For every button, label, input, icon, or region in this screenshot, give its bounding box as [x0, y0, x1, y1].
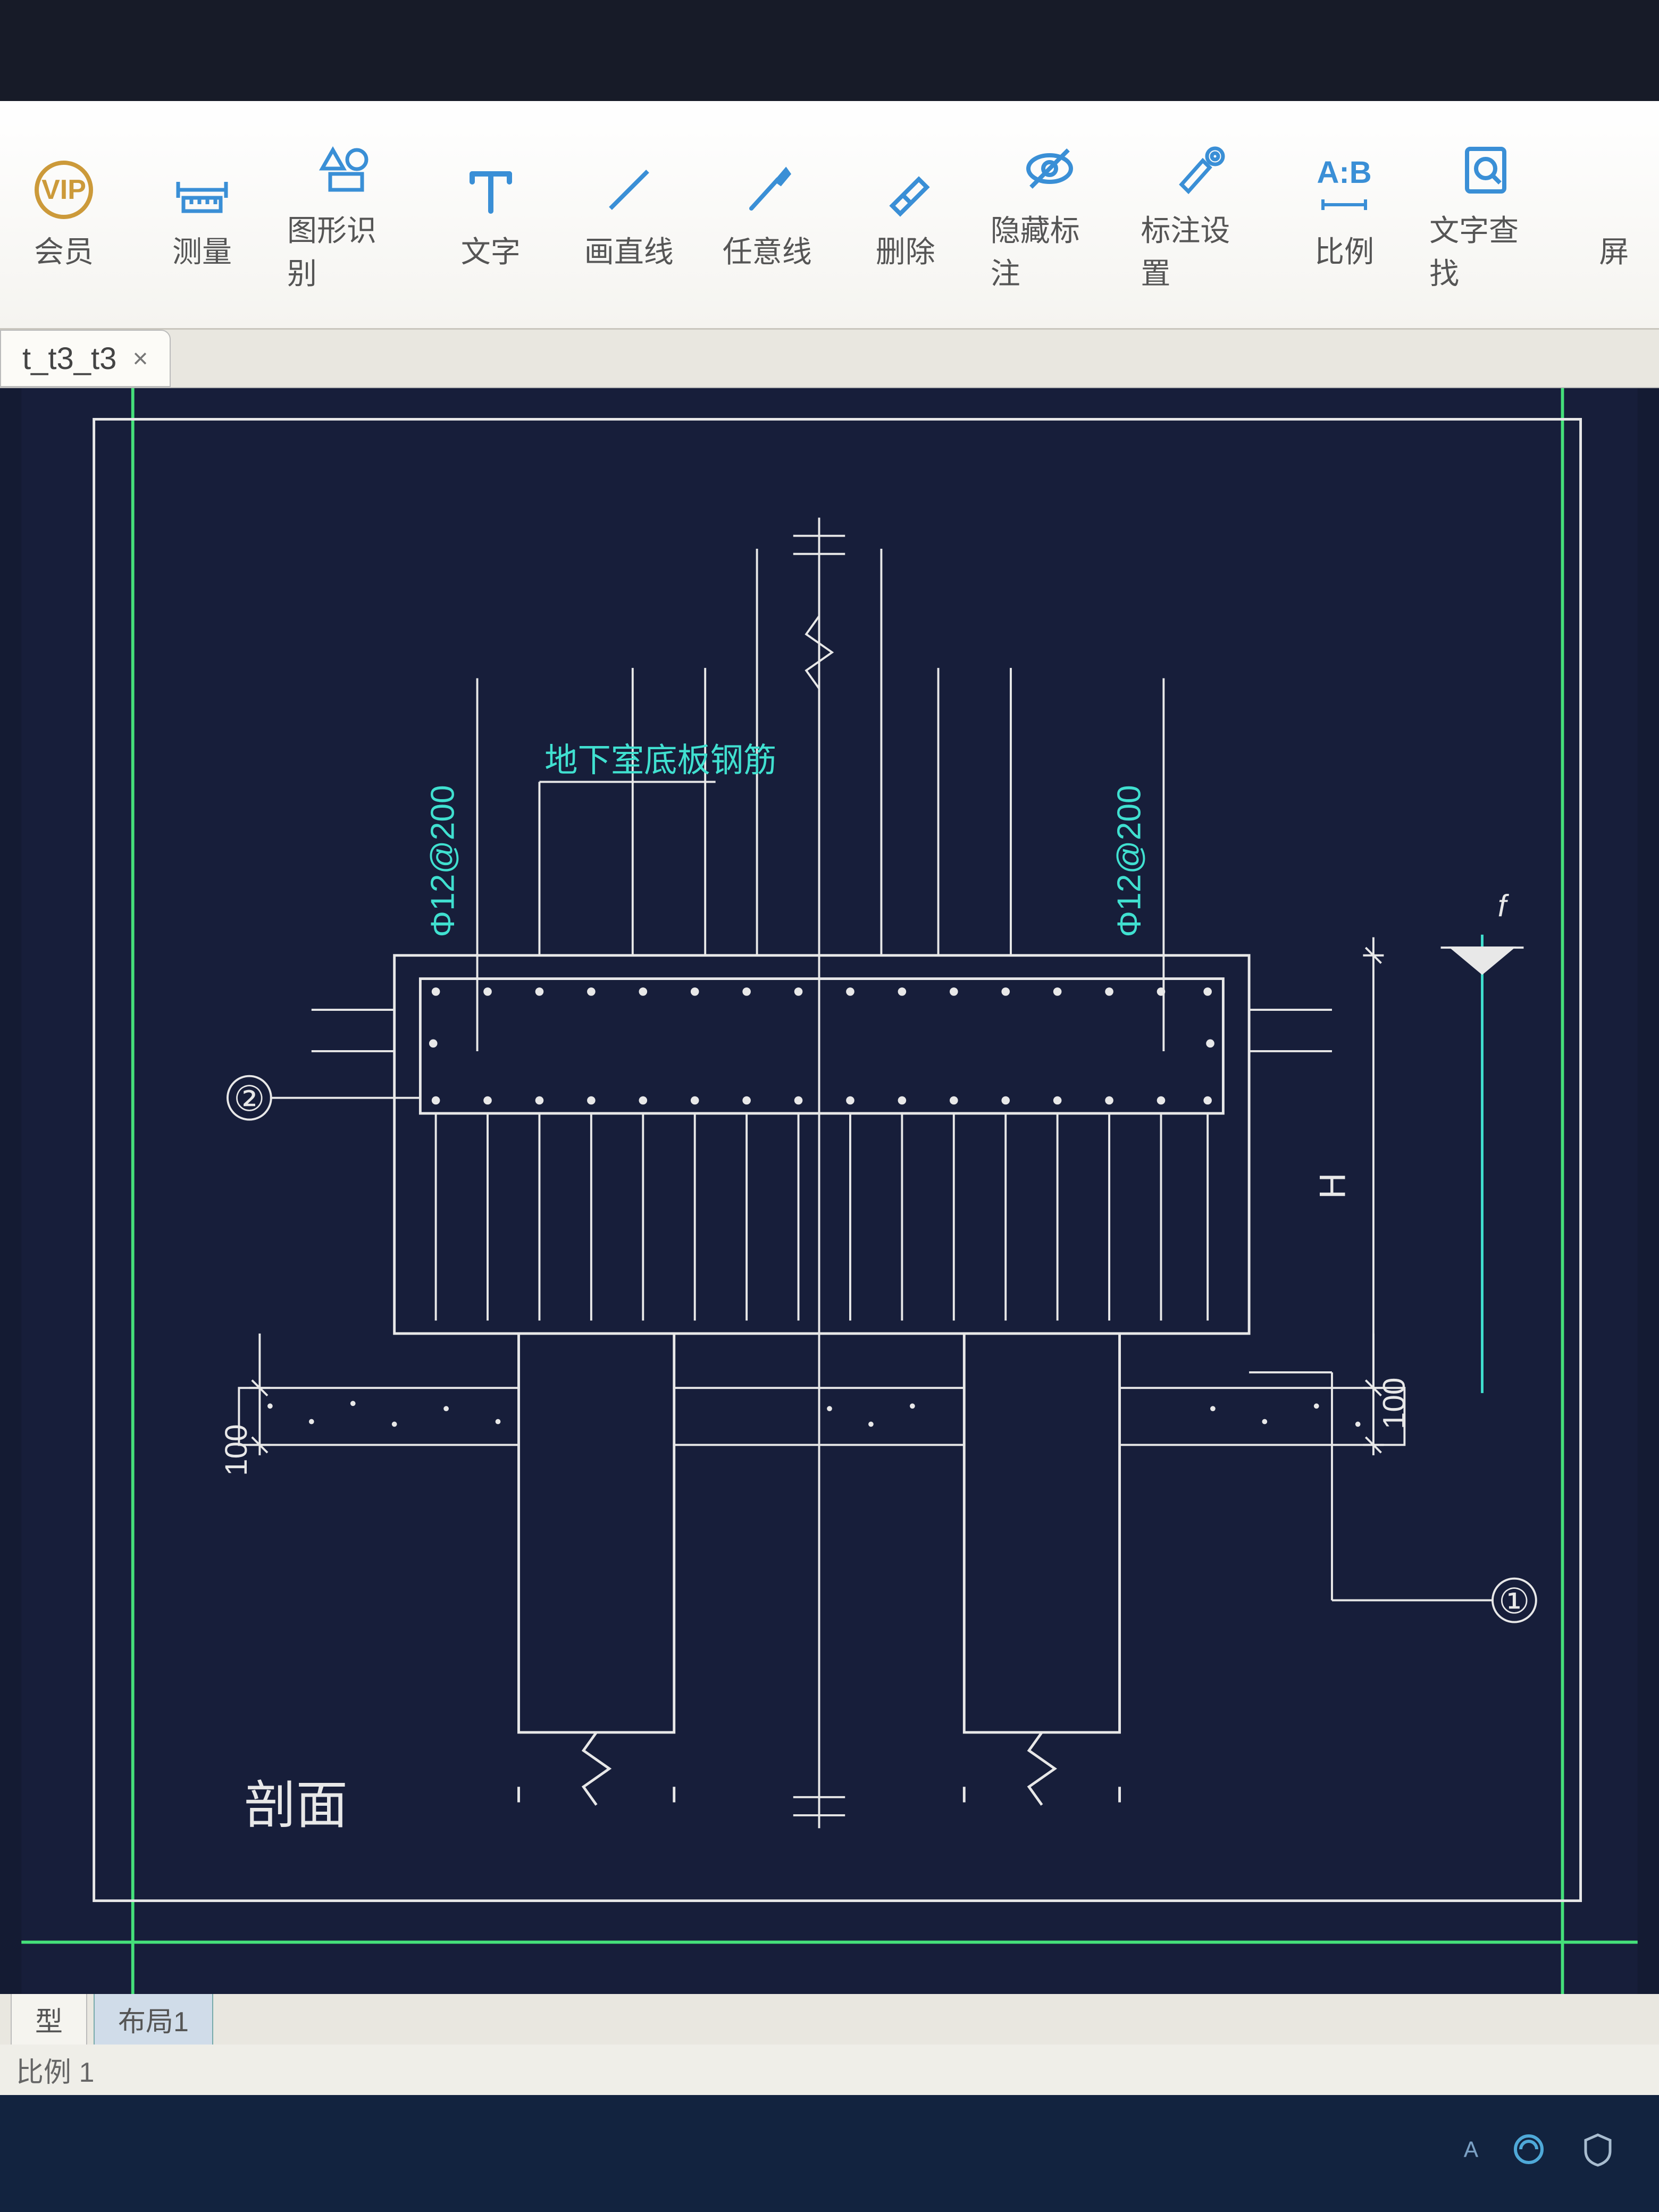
os-taskbar: ᴬ — [0, 2095, 1659, 2212]
measure-button[interactable]: 测量 — [149, 101, 255, 328]
cad-drawing: ② — [0, 388, 1659, 1994]
file-tab[interactable]: t_t3_t3 × — [0, 330, 171, 387]
section-title: 剖面 — [244, 1778, 348, 1835]
dim-H: H — [1312, 1173, 1353, 1199]
annot-settings-button[interactable]: 标注设置 — [1141, 101, 1259, 328]
vip-icon: VIP — [29, 158, 98, 222]
dim-100-left: 100 — [219, 1424, 254, 1476]
marker-2: ② — [233, 1079, 265, 1119]
accessibility-icon[interactable]: ᴬ — [1464, 2135, 1478, 2172]
layout-tab-model[interactable]: 型 — [11, 1993, 87, 2046]
screen-icon — [1579, 158, 1648, 222]
eraser-icon — [871, 158, 940, 222]
screen-label: 屏 — [1599, 228, 1629, 271]
hideannot-label: 隐藏标注 — [991, 207, 1109, 293]
app-root: VIP 会员 测量 图形识别 文字 画直线 — [0, 0, 1659, 2212]
pen-gear-icon — [1166, 137, 1235, 200]
brush-icon — [733, 158, 802, 222]
ratio-button[interactable]: A:B 比例 — [1291, 101, 1397, 328]
file-tab-label: t_t3_t3 — [22, 341, 116, 376]
delete-label: 删除 — [876, 228, 935, 271]
line-label: 画直线 — [584, 228, 674, 271]
basement-slab-rebar-note: 地下室底板钢筋 — [544, 742, 776, 779]
slash-icon — [594, 158, 664, 222]
layout-tab-label: 布局1 — [118, 2007, 189, 2038]
rebar-label-right: Φ12@200 — [1111, 785, 1148, 937]
shield-icon[interactable] — [1579, 2131, 1616, 2176]
find-icon — [1454, 137, 1523, 200]
annotset-label: 标注设置 — [1141, 207, 1259, 293]
cad-canvas[interactable]: ② — [0, 388, 1659, 1994]
vip-label: 会员 — [34, 228, 94, 271]
measure-label: 测量 — [172, 228, 232, 271]
draw-line-button[interactable]: 画直线 — [576, 101, 682, 328]
file-tabstrip: t_t3_t3 × — [0, 330, 1659, 388]
ruler-icon — [167, 158, 237, 222]
hide-annot-button[interactable]: 隐藏标注 — [991, 101, 1109, 328]
layout-tab-label: 型 — [35, 2007, 63, 2038]
marker-1: ① — [1498, 1582, 1530, 1621]
text-label: 文字 — [461, 228, 521, 271]
ratio-label: 比例 — [1314, 228, 1374, 271]
freeline-label: 任意线 — [723, 228, 812, 271]
shapes-icon — [312, 137, 381, 200]
status-bar: 比例 1 — [0, 2045, 1659, 2095]
screen-button[interactable]: 屏 — [1580, 101, 1648, 328]
shape-label: 图形识别 — [287, 207, 406, 293]
shape-recognize-button[interactable]: 图形识别 — [287, 101, 406, 328]
findtext-label: 文字查找 — [1429, 207, 1548, 293]
layout-tab-1[interactable]: 布局1 — [94, 1993, 213, 2046]
ratio-icon: A:B — [1310, 158, 1379, 222]
text-t-icon — [456, 158, 525, 222]
status-scale-label: 比例 1 — [16, 2050, 94, 2090]
main-toolbar: VIP 会员 测量 图形识别 文字 画直线 — [0, 101, 1659, 330]
hide-icon — [1015, 137, 1084, 200]
rebar-label-left: Φ12@200 — [425, 785, 462, 937]
vip-button[interactable]: VIP 会员 — [11, 101, 117, 328]
freeline-button[interactable]: 任意线 — [714, 101, 820, 328]
cloud-icon[interactable] — [1510, 2131, 1547, 2176]
find-text-button[interactable]: 文字查找 — [1429, 101, 1548, 328]
dim-100-right: 100 — [1377, 1378, 1411, 1430]
delete-button[interactable]: 删除 — [852, 101, 959, 328]
text-button[interactable]: 文字 — [438, 101, 544, 328]
layout-tabstrip: 型 布局1 — [0, 1994, 1659, 2045]
close-icon[interactable]: × — [132, 343, 148, 374]
